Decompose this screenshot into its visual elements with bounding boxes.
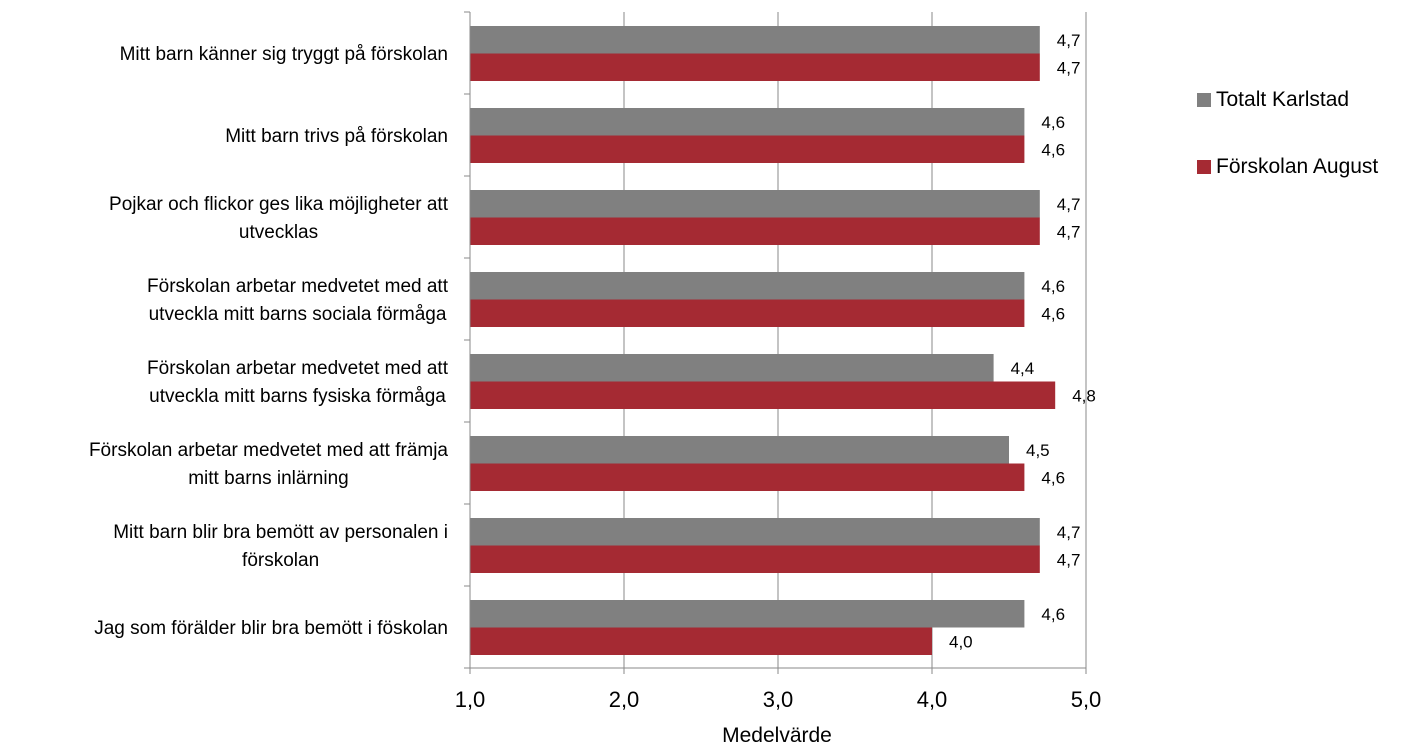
bar (470, 545, 1040, 573)
legend-swatch-totalt-karlstad (1197, 93, 1211, 107)
bar (470, 381, 1056, 409)
legend-swatch-forskolan-august (1197, 160, 1211, 174)
value-label: 4,6 (1041, 468, 1065, 487)
value-label: 4,5 (1026, 441, 1050, 460)
value-label: 4,7 (1057, 31, 1081, 50)
bar (470, 600, 1025, 628)
bar (470, 272, 1025, 300)
bar (470, 135, 1025, 163)
bar (470, 217, 1040, 245)
value-label: 4,4 (1011, 359, 1035, 378)
bar (470, 627, 932, 655)
value-label: 4,6 (1041, 605, 1065, 624)
bar (470, 53, 1040, 81)
value-label: 4,7 (1057, 523, 1081, 542)
category-label: Förskolan arbetar medvetet med att främj… (89, 440, 448, 489)
category-label: Mitt barn känner sig tryggt på förskolan (120, 44, 448, 65)
bar (470, 190, 1040, 218)
bar (470, 299, 1025, 327)
bar (470, 108, 1025, 136)
legend-item-totalt-karlstad: Totalt Karlstad (1197, 84, 1378, 116)
category-label: Mitt barn trivs på förskolan (225, 126, 448, 147)
x-tick-label: 3,0 (763, 687, 794, 712)
axes (464, 11, 1087, 674)
labels: 1,0 2,0 3,0 4,0 5,0 4,7 4,7 Mitt barn känner si… (89, 31, 1101, 712)
bar (470, 518, 1040, 546)
value-label: 4,7 (1057, 222, 1081, 241)
value-label: 4,0 (949, 632, 973, 651)
value-label: 4,6 (1041, 140, 1065, 159)
value-label: 4,6 (1041, 277, 1065, 296)
bar (470, 436, 1009, 464)
legend: Totalt Karlstad Förskolan August (1197, 84, 1378, 218)
bar (470, 463, 1025, 491)
legend-label: Totalt Karlstad (1216, 88, 1350, 111)
value-label: 4,7 (1057, 195, 1081, 214)
bars (470, 26, 1056, 655)
value-label: 4,7 (1057, 550, 1081, 569)
category-label: Förskolan arbetar medvetet med att utveck… (147, 276, 449, 325)
value-label: 4,6 (1041, 113, 1065, 132)
category-label: Mitt barn blir bra bemött av personalen … (113, 522, 448, 571)
value-label: 4,6 (1041, 304, 1065, 323)
category-label: Jag som förälder blir bra bemött i fösko… (94, 618, 448, 639)
legend-item-forskolan-august: Förskolan August (1197, 151, 1378, 183)
value-label: 4,7 (1057, 58, 1081, 77)
x-axis-title: Medelvärde (722, 724, 832, 747)
x-tick-label: 1,0 (455, 687, 486, 712)
category-label: Pojkar och flickor ges lika möjligheter … (109, 194, 449, 243)
x-tick-label: 2,0 (609, 687, 640, 712)
legend-label: Förskolan August (1216, 155, 1379, 178)
value-label: 4,8 (1072, 386, 1096, 405)
x-tick-label: 4,0 (917, 687, 948, 712)
x-tick-label: 5,0 (1071, 687, 1102, 712)
bar (470, 26, 1040, 54)
bar (470, 354, 994, 382)
category-label: Förskolan arbetar medvetet med att utveck… (147, 358, 449, 407)
